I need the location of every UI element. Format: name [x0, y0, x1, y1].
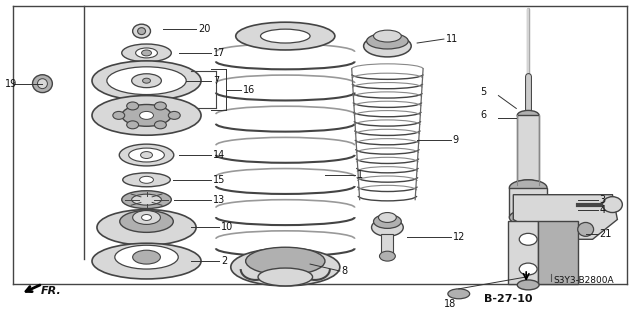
Ellipse shape [141, 214, 152, 220]
Bar [381, 234, 394, 256]
Text: 20: 20 [198, 24, 211, 34]
Ellipse shape [127, 102, 139, 110]
Ellipse shape [517, 110, 539, 120]
Ellipse shape [372, 219, 403, 236]
Ellipse shape [143, 78, 150, 83]
Ellipse shape [364, 35, 411, 57]
Text: 21: 21 [600, 229, 612, 239]
Ellipse shape [122, 191, 172, 209]
Ellipse shape [132, 24, 150, 38]
Polygon shape [508, 221, 538, 284]
Ellipse shape [122, 44, 172, 62]
Text: 18: 18 [444, 299, 456, 309]
Text: S3Y3-B2800A: S3Y3-B2800A [553, 277, 614, 286]
Ellipse shape [136, 48, 157, 58]
Ellipse shape [132, 211, 161, 225]
Ellipse shape [138, 28, 145, 34]
Ellipse shape [140, 176, 154, 183]
Text: 19: 19 [4, 79, 17, 89]
Ellipse shape [119, 144, 174, 166]
Text: B-27-10: B-27-10 [484, 294, 532, 304]
Ellipse shape [154, 102, 166, 110]
Text: 12: 12 [453, 232, 465, 242]
Ellipse shape [154, 121, 166, 129]
Ellipse shape [380, 251, 396, 261]
Ellipse shape [140, 111, 154, 119]
Text: 1: 1 [356, 170, 363, 180]
Text: 2: 2 [221, 256, 227, 266]
Ellipse shape [92, 61, 201, 100]
Text: 8: 8 [342, 266, 348, 276]
Ellipse shape [367, 33, 408, 49]
Ellipse shape [602, 197, 622, 212]
Ellipse shape [517, 180, 539, 190]
Ellipse shape [123, 173, 170, 187]
Ellipse shape [519, 234, 537, 245]
Ellipse shape [378, 212, 396, 222]
Text: 14: 14 [213, 150, 225, 160]
Text: 17: 17 [213, 48, 225, 58]
Ellipse shape [115, 245, 179, 269]
Text: 11: 11 [446, 34, 458, 44]
Text: 9: 9 [453, 135, 459, 145]
Ellipse shape [132, 250, 161, 264]
Ellipse shape [509, 180, 547, 196]
Ellipse shape [374, 214, 401, 228]
Ellipse shape [236, 22, 335, 50]
Ellipse shape [113, 111, 125, 119]
Ellipse shape [38, 79, 47, 89]
Ellipse shape [97, 210, 196, 245]
Ellipse shape [120, 211, 173, 232]
Ellipse shape [141, 152, 152, 159]
Ellipse shape [509, 210, 547, 226]
Ellipse shape [519, 263, 537, 275]
Polygon shape [538, 221, 578, 284]
Ellipse shape [33, 75, 52, 93]
Text: 16: 16 [243, 85, 255, 95]
Ellipse shape [168, 111, 180, 119]
Text: 7: 7 [213, 76, 219, 86]
Ellipse shape [141, 50, 152, 56]
Ellipse shape [578, 222, 593, 236]
Text: 15: 15 [213, 175, 225, 185]
Ellipse shape [92, 243, 201, 279]
Ellipse shape [129, 148, 164, 162]
Text: 3: 3 [600, 195, 605, 205]
Text: 13: 13 [213, 195, 225, 205]
Text: 5: 5 [481, 86, 487, 97]
Bar [509, 188, 547, 218]
Ellipse shape [517, 280, 539, 290]
Text: 6: 6 [481, 110, 486, 120]
Ellipse shape [127, 121, 139, 129]
Ellipse shape [132, 194, 161, 205]
Ellipse shape [260, 29, 310, 43]
Ellipse shape [258, 268, 312, 286]
Ellipse shape [122, 105, 172, 126]
Ellipse shape [246, 247, 325, 275]
Ellipse shape [231, 248, 340, 286]
Ellipse shape [107, 67, 186, 94]
Ellipse shape [132, 74, 161, 88]
Text: 4: 4 [600, 204, 605, 215]
Text: 10: 10 [221, 222, 233, 233]
Ellipse shape [92, 96, 201, 135]
Text: FR.: FR. [40, 286, 61, 296]
Polygon shape [513, 195, 618, 239]
Ellipse shape [448, 289, 470, 299]
Ellipse shape [374, 30, 401, 42]
Bar [517, 115, 539, 185]
